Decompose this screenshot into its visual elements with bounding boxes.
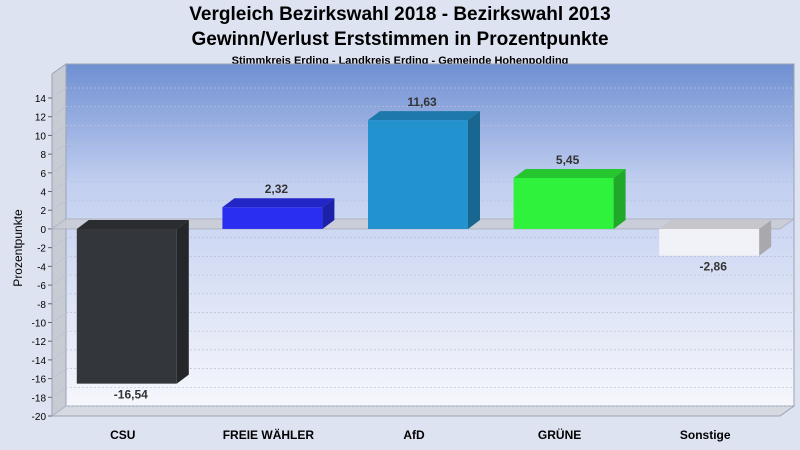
gridline-side: [51, 181, 67, 192]
value-label: 2,32: [265, 182, 289, 196]
y-tick-label: 14: [35, 94, 47, 105]
gridline-side: [51, 312, 67, 323]
bars: [76, 111, 772, 384]
category-labels: CSU FREIE WÄHLER AfD GRÜNE Sonstige: [110, 427, 731, 442]
y-tick-labels: 14 12 10 8 6 4 2 0 -2 -4 -6 -8 -10 -12 -14 -16 -18 -20: [32, 94, 47, 423]
gridline-side: [51, 405, 67, 417]
plot-area: [50, 63, 796, 417]
y-tick-label: -2: [37, 244, 46, 255]
category-label: FREIE WÄHLER: [223, 427, 315, 442]
bar-front: [222, 207, 323, 229]
gridline-side: [51, 106, 67, 117]
bar-side: [322, 198, 335, 229]
y-tick-label: -12: [32, 337, 47, 348]
chart-title: Vergleich Bezirkswahl 2018 - Bezirkswahl…: [189, 4, 611, 25]
gridline-side: [51, 274, 67, 286]
y-axis-label: Prozentpunkte: [11, 209, 25, 287]
y-tick-label: -10: [32, 318, 47, 329]
value-label: 5,45: [556, 153, 580, 167]
bar-side: [613, 168, 626, 229]
y-tick-label: 8: [40, 150, 46, 161]
gridline-side: [51, 143, 67, 155]
gridline-side: [51, 256, 67, 267]
y-tick-label: -14: [32, 356, 47, 367]
bar-front: [659, 228, 760, 256]
y-tick-label: -20: [32, 412, 47, 423]
y-tick-label: 10: [35, 131, 47, 142]
gridline-side: [51, 162, 67, 174]
bar-side: [759, 219, 772, 256]
bar-front: [76, 228, 177, 384]
y-tick-label: 6: [40, 169, 46, 180]
bar-front: [513, 177, 614, 229]
bar-top: [659, 219, 772, 229]
bar-top: [368, 111, 480, 121]
bar-3: [368, 111, 480, 229]
bar-top: [222, 198, 335, 208]
y-tick-label: 2: [40, 206, 46, 217]
bar-top: [76, 219, 189, 229]
bar-1: [76, 219, 189, 384]
gridline-side: [51, 293, 67, 305]
chart-title-line2: Gewinn/Verlust Erststimmen in Prozentpun…: [191, 29, 609, 50]
category-label: CSU: [110, 428, 135, 442]
y-tick-label: -6: [37, 281, 46, 292]
bar-5: [659, 219, 772, 256]
value-label: -2,86: [700, 260, 728, 274]
plot-floor: [50, 405, 796, 417]
bar-top: [513, 168, 626, 178]
gridline-side: [51, 199, 67, 211]
bar-4: [513, 168, 626, 229]
value-label: -16,54: [114, 388, 148, 402]
gridline-side: [51, 237, 67, 248]
gridline-side: [51, 349, 67, 361]
category-label: GRÜNE: [538, 427, 581, 442]
gridline-side: [51, 125, 67, 136]
gridline-side: [51, 330, 67, 342]
gridline-side: [51, 87, 67, 99]
category-label: AfD: [403, 428, 425, 442]
value-labels: -16,54 2,32 11,63 5,45 -2,86: [114, 95, 727, 401]
y-tick-label: -4: [37, 262, 46, 273]
bar-2: [222, 198, 335, 229]
category-label: Sonstige: [680, 428, 731, 442]
y-tick-label: 12: [35, 113, 47, 124]
y-tick-label: 4: [40, 188, 46, 199]
y-tick-label: -18: [32, 393, 47, 404]
plot-side-wall: [51, 63, 67, 417]
y-tick-label: -8: [37, 300, 46, 311]
bar-side: [468, 111, 480, 229]
gridline-side: [51, 387, 67, 398]
value-label: 11,63: [407, 95, 437, 109]
bar-front: [368, 120, 468, 229]
bar-side: [176, 219, 189, 384]
gridline-side: [51, 368, 67, 379]
y-tick-label: 0: [40, 225, 46, 236]
y-tick-label: -16: [32, 375, 47, 386]
